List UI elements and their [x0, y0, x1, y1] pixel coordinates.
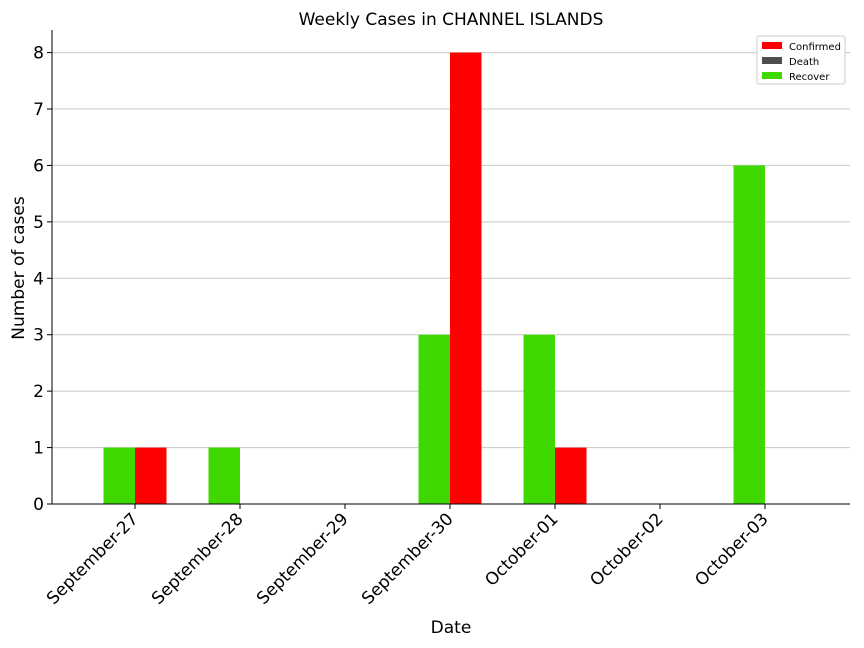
x-tick-label: September-30	[358, 509, 457, 608]
x-tick-label: October-01	[481, 509, 562, 590]
bar-recover-october-01	[523, 334, 555, 504]
bar-recover-september-27	[103, 447, 135, 504]
x-tick-label: October-03	[691, 509, 772, 590]
y-tick-label: 3	[33, 326, 44, 346]
legend: Confirmed Death Recover	[756, 35, 846, 85]
legend-swatch-recover	[762, 72, 782, 79]
x-tick-label: October-02	[586, 509, 667, 590]
y-axis-label: Number of cases	[9, 196, 29, 340]
bar-confirmed-october-01	[555, 447, 587, 504]
x-tick-label: September-29	[253, 509, 352, 608]
chart-title: Weekly Cases in CHANNEL ISLANDS	[299, 10, 604, 30]
x-axis-label: Date	[431, 618, 472, 638]
y-tick-label: 1	[33, 439, 44, 459]
x-tick-label: September-28	[148, 509, 247, 608]
legend-label-death: Death	[789, 57, 819, 68]
legend-swatch-confirmed	[762, 42, 782, 49]
y-tick-label: 5	[33, 213, 44, 233]
legend-label-recover: Recover	[789, 72, 830, 83]
y-tick-label: 4	[33, 269, 44, 289]
bar-confirmed-september-27	[135, 447, 167, 504]
y-tick-label: 6	[33, 156, 44, 176]
bars	[103, 52, 765, 504]
legend-swatch-death	[762, 57, 782, 64]
bar-recover-september-30	[418, 334, 450, 504]
bar-recover-october-03	[733, 165, 765, 504]
bar-recover-september-28	[208, 447, 240, 504]
bar-confirmed-september-30	[450, 52, 482, 504]
x-tick-label: September-27	[43, 509, 142, 608]
legend-label-confirmed: Confirmed	[789, 42, 841, 53]
y-tick-label: 8	[33, 44, 44, 64]
y-tick-label: 7	[33, 100, 44, 120]
y-tick-label: 2	[33, 382, 44, 402]
y-tick-label: 0	[33, 495, 44, 515]
